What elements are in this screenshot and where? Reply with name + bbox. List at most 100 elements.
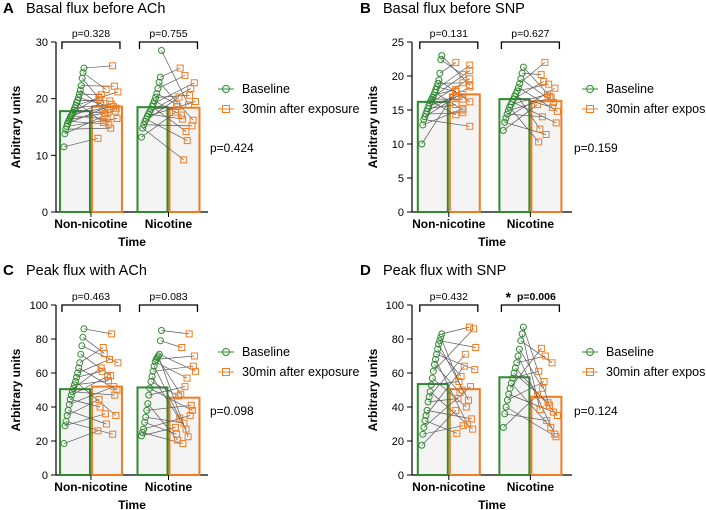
- panel-c-point-after: [98, 367, 106, 375]
- panel-c-point-baseline: [73, 373, 81, 381]
- panel-b-bar-baseline-0: [416, 100, 449, 213]
- panel-d-pair-line: [503, 394, 538, 428]
- panel-a-point-baseline: [77, 82, 85, 90]
- panel-b-point-after: [548, 103, 556, 111]
- panel-b-point-baseline: [437, 56, 445, 64]
- panel-a-legend-marker-baseline: [222, 85, 230, 93]
- panel-c-pair-line: [66, 399, 100, 416]
- panel-c-y-tick-label: 80: [36, 334, 48, 346]
- panel-d-point-baseline: [427, 381, 435, 389]
- panel-d-pair-line: [431, 381, 460, 386]
- panel-d-y-tick-label: 80: [392, 334, 404, 346]
- panel-d-category-label: Nicotine: [507, 480, 555, 494]
- panel-b-y-tick-label: 20: [392, 71, 404, 83]
- panel-a-point-after: [174, 103, 182, 111]
- panel-c-legend-baseline: Baseline: [242, 345, 290, 359]
- panel-c-bar-baseline-1: [136, 386, 169, 477]
- panel-c-y-tick-label: 0: [42, 470, 48, 482]
- panel-c-y-tick-label: 20: [36, 436, 48, 448]
- panel-b-pair-line: [434, 92, 463, 111]
- panel-b-point-after: [550, 99, 558, 107]
- panel-a-point-after: [179, 115, 187, 123]
- panel-b-point-after: [452, 88, 460, 96]
- panel-c-overall-p: p=0.098: [210, 404, 254, 418]
- panel-a-point-after: [177, 111, 185, 119]
- panel-a-point-after: [183, 137, 191, 145]
- panel-b-point-after: [459, 79, 467, 87]
- panel-c-point-after: [104, 377, 112, 385]
- panel-b-pair-line: [511, 101, 557, 124]
- panel-b-point-baseline: [434, 79, 442, 87]
- panel-a-legend-after: 30min after exposure: [242, 102, 359, 116]
- panel-d-point-after: [533, 391, 541, 399]
- panel-d-pair-line: [437, 348, 462, 377]
- panel-b-point-after: [452, 111, 460, 119]
- panel-c-y-tick-label: 40: [36, 402, 48, 414]
- panel-a-pair-line: [83, 65, 113, 69]
- panel-d-point-after: [470, 325, 478, 333]
- panel-a-point-baseline: [75, 94, 83, 102]
- panel-b-point-baseline: [503, 110, 511, 118]
- panel-b-point-after: [538, 113, 546, 121]
- panel-a-point-baseline: [76, 86, 84, 94]
- panel-a-point-after: [105, 120, 113, 128]
- panel-c-x-title: Time: [118, 498, 146, 510]
- panel-d-pair-line: [433, 328, 474, 372]
- panel-d-pair-line: [436, 353, 475, 370]
- panel-c-point-baseline: [65, 400, 73, 408]
- panel-b-point-baseline: [499, 126, 507, 134]
- panel-c-point-after: [184, 433, 192, 441]
- panel-d-point-after: [467, 383, 475, 391]
- panel-a-pair-line: [149, 88, 191, 113]
- panel-a-point-after: [191, 98, 199, 105]
- panel-d-point-baseline: [423, 406, 431, 414]
- panel-c-point-baseline: [80, 325, 88, 333]
- panel-b-point-after: [545, 80, 553, 88]
- panel-b-legend-baseline: Baseline: [606, 82, 654, 96]
- panel-d-point-baseline: [437, 333, 445, 341]
- panel-c-point-after: [182, 425, 190, 433]
- panel-d-y-tick-label: 100: [386, 300, 404, 312]
- panel-d-point-baseline: [426, 388, 434, 396]
- panel-c-point-baseline: [63, 412, 71, 419]
- panel-c-pair-line: [68, 410, 107, 425]
- panel-d-point-baseline: [430, 361, 438, 368]
- panel-c-point-after: [181, 383, 189, 391]
- panel-b-pairwise-p: p=0.627: [511, 28, 549, 40]
- panel-c-pairwise-p: p=0.083: [149, 291, 187, 303]
- panel-c-point-after: [191, 367, 199, 375]
- panel-c-point-after: [106, 355, 114, 363]
- panel-d: D Peak flux with SNP 0 20 40 60 80 100 Arbitrary…: [360, 262, 706, 510]
- panel-a-pair-line: [67, 108, 103, 124]
- panel-d-y-tick-label: 40: [392, 402, 404, 414]
- panel-b-legend-marker-baseline: [586, 85, 594, 93]
- panel-d-point-baseline: [422, 412, 430, 419]
- panel-c-point-after: [186, 412, 194, 419]
- panel-c-pair-line: [74, 380, 109, 386]
- panel-b-pair-line: [425, 112, 463, 115]
- panel-a-point-after: [113, 115, 121, 122]
- panel-d-legend-marker-baseline: [586, 348, 594, 356]
- panel-d-pair-line: [519, 349, 544, 389]
- panel-c-pair-line: [69, 386, 114, 405]
- panel-b-pair-line: [515, 93, 541, 130]
- panel-c-point-baseline: [144, 400, 152, 408]
- panel-d-pair-line: [507, 381, 545, 401]
- panel-d-point-after: [464, 396, 472, 404]
- panel-d-point-baseline: [438, 330, 446, 338]
- panel-b-point-after: [551, 84, 559, 92]
- panel-b-point-after: [466, 61, 474, 69]
- panel-b-point-baseline: [516, 79, 524, 87]
- panel-b-legend-after: 30min after exposure: [606, 102, 706, 116]
- panel-c-point-baseline: [75, 364, 83, 372]
- panel-c-legend-after: 30min after exposure: [242, 365, 359, 379]
- panel-a-point-baseline: [80, 64, 88, 72]
- panel-a-point-baseline: [155, 78, 163, 86]
- panel-d-bar-baseline-1: [498, 376, 531, 476]
- panel-b-pair-line: [508, 97, 552, 112]
- panel-b-point-after: [552, 119, 560, 127]
- panel-c-point-after: [174, 436, 182, 444]
- panel-d-letter: D: [360, 262, 371, 279]
- panel-d-point-baseline: [428, 374, 436, 382]
- panel-c-point-after: [189, 362, 197, 370]
